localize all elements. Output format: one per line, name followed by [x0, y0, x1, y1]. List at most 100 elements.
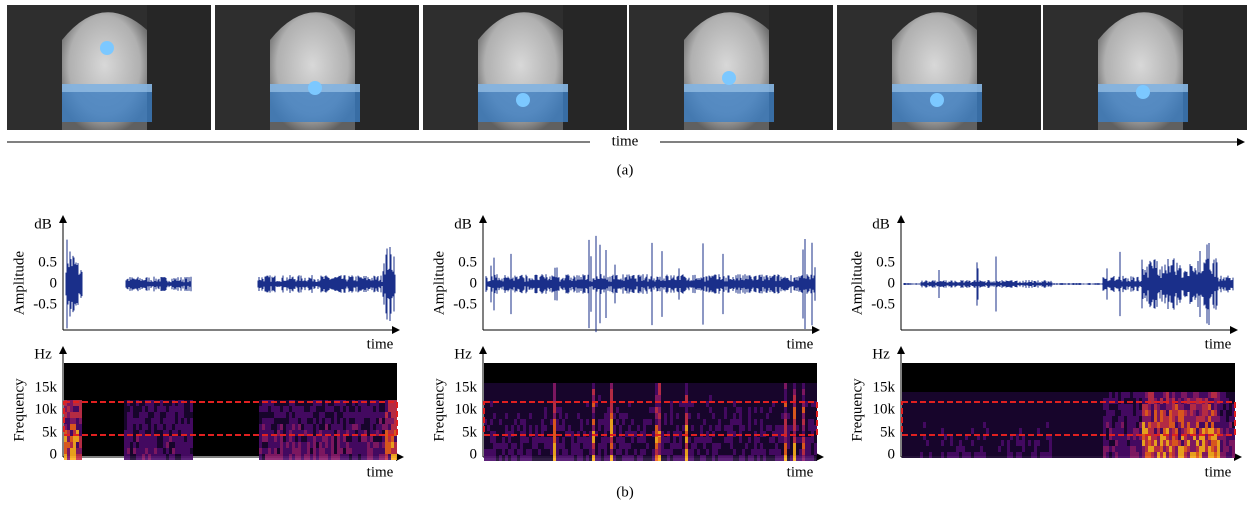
spectrogram-cell: [751, 383, 754, 389]
spectrogram-cell: [757, 419, 760, 425]
spectrogram-cell: [517, 383, 520, 389]
spectrogram-cell: [562, 431, 565, 437]
spectrogram-cell: [559, 413, 562, 419]
spectrogram-cell: [950, 392, 953, 398]
spectrogram-cell: [349, 448, 352, 454]
unit-label: Hz: [872, 346, 890, 362]
spectrogram-cell: [1046, 422, 1049, 428]
spectrogram-cell: [1193, 404, 1196, 410]
spectrogram-cell: [1232, 392, 1235, 398]
spectrogram-cell: [769, 449, 772, 455]
spectrogram-cell: [592, 419, 595, 425]
spectrogram-cell: [1166, 440, 1169, 446]
spectrogram-cell: [965, 404, 968, 410]
spectrogram-cell: [517, 455, 520, 461]
spectrogram-cell: [361, 454, 364, 460]
spectrogram-cell: [802, 455, 805, 461]
spectrogram-cell: [1088, 452, 1091, 458]
spectrogram-cell: [715, 455, 718, 461]
spectrogram-cell: [1013, 428, 1016, 434]
spectrogram-cell: [262, 424, 265, 430]
spectrogram-cell: [166, 442, 169, 448]
spectrogram-cell: [622, 407, 625, 413]
spectrogram-cell: [769, 431, 772, 437]
spectrogram-cell: [592, 389, 595, 395]
spectrogram-cell: [352, 436, 355, 442]
spectrogram-cell: [1070, 428, 1073, 434]
spectrogram-cell: [1079, 434, 1082, 440]
spectrogram-cell: [754, 443, 757, 449]
spectrogram-cell: [313, 418, 316, 424]
spectrogram-cell: [709, 425, 712, 431]
spectrogram-cell: [544, 413, 547, 419]
spectrogram-cell: [520, 425, 523, 431]
spectrogram-cell: [1172, 416, 1175, 422]
spectrogram-cell: [796, 431, 799, 437]
spectrogram-cell: [562, 383, 565, 389]
spectrogram-cell: [956, 392, 959, 398]
spectrogram-cell: [604, 449, 607, 455]
spectrogram-cell: [313, 412, 316, 418]
spectrogram-cell: [382, 412, 385, 418]
spectrogram-cell: [983, 446, 986, 452]
spectrogram-cell: [790, 389, 793, 395]
spectrogram-cell: [1196, 434, 1199, 440]
spectrogram-cell: [679, 401, 682, 407]
spectrogram-cell: [1184, 452, 1187, 458]
spectrogram-cell: [652, 419, 655, 425]
spectrogram-cell: [929, 440, 932, 446]
spectrogram-cell: [1025, 416, 1028, 422]
spectrogram-cell: [277, 400, 280, 406]
spectrogram-cell: [1166, 404, 1169, 410]
spectrogram-cell: [1025, 440, 1028, 446]
spectrogram-cell: [322, 448, 325, 454]
spectrogram-cell: [727, 443, 730, 449]
spectrogram-cell: [974, 404, 977, 410]
spectrogram-cell: [577, 389, 580, 395]
spectrogram-cell: [280, 454, 283, 460]
spectrogram-cell: [631, 425, 634, 431]
spectrogram-cell: [1124, 398, 1127, 404]
spectrogram-cell: [1094, 440, 1097, 446]
spectrogram-cell: [1028, 428, 1031, 434]
spectrogram-cell: [592, 449, 595, 455]
spectrogram-cell: [1007, 434, 1010, 440]
spectrogram-cell: [1133, 404, 1136, 410]
spectrogram-cell: [385, 400, 388, 406]
spectrogram-cell: [920, 440, 923, 446]
drop: [722, 71, 736, 85]
spectrogram-cell: [1076, 404, 1079, 410]
spectrogram-cell: [721, 455, 724, 461]
spectrogram-cell: [947, 416, 950, 422]
spectrogram-cell: [811, 437, 814, 443]
spectrogram-cell: [793, 413, 796, 419]
spectrogram-cell: [1046, 416, 1049, 422]
spectrogram-cell: [505, 455, 508, 461]
spectrogram-cell: [730, 383, 733, 389]
spectrogram-cell: [553, 407, 556, 413]
spectrogram-cell: [1190, 410, 1193, 416]
spectrogram-cell: [607, 389, 610, 395]
spectrogram-cell: [583, 413, 586, 419]
time-label: time: [612, 133, 639, 149]
spectrogram-cell: [772, 425, 775, 431]
spectrogram-cell: [1109, 446, 1112, 452]
spectrogram-cell: [172, 412, 175, 418]
spectrogram-cell: [532, 437, 535, 443]
spectrogram-cell: [787, 401, 790, 407]
spectrogram-cell: [1130, 410, 1133, 416]
spectrogram-cell: [310, 436, 313, 442]
spectrogram-cell: [1091, 422, 1094, 428]
spectrogram-cell: [1133, 452, 1136, 458]
spectrogram-cell: [124, 406, 127, 412]
spectrogram-cell: [688, 431, 691, 437]
spectrogram-cell: [520, 443, 523, 449]
spectrogram-cell: [992, 440, 995, 446]
spectrogram-cell: [989, 422, 992, 428]
spectrogram-cell: [1130, 422, 1133, 428]
spectrogram-cell: [778, 419, 781, 425]
spectrogram-cell: [133, 436, 136, 442]
tick-label: 10k: [35, 401, 58, 417]
spectrogram-cell: [781, 389, 784, 395]
spectrogram-cell: [1175, 440, 1178, 446]
